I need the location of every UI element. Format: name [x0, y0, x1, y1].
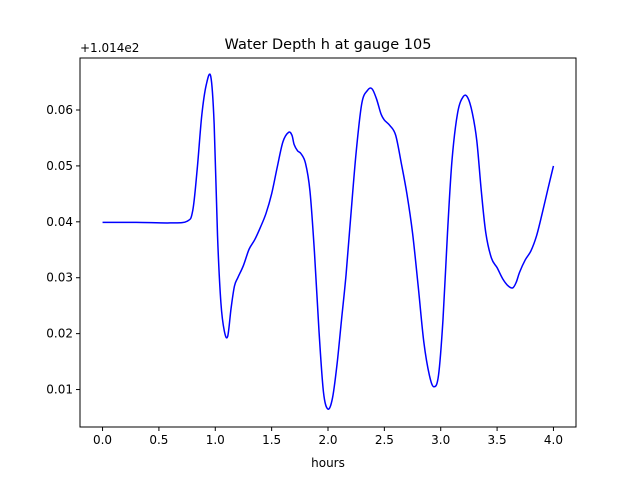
- y-axis-ticks: 0.01 0.02 0.03 0.04 0.05 0.06: [46, 103, 80, 397]
- x-tick-label: 0.5: [149, 433, 168, 447]
- x-tick-label: 2.0: [318, 433, 337, 447]
- y-tick-label: 0.05: [46, 159, 73, 173]
- x-tick-label: 0.0: [93, 433, 112, 447]
- x-axis-label: hours: [311, 456, 345, 470]
- chart-title: Water Depth h at gauge 105: [225, 37, 432, 53]
- y-tick-label: 0.04: [46, 215, 73, 229]
- x-tick-label: 3.5: [488, 433, 507, 447]
- x-tick-label: 3.0: [431, 433, 450, 447]
- plot-layer: [102, 73, 555, 410]
- y-tick-label: 0.06: [46, 103, 73, 117]
- x-tick-label: 2.5: [375, 433, 394, 447]
- y-tick-label: 0.01: [46, 383, 73, 397]
- y-tick-label: 0.02: [46, 327, 73, 341]
- x-tick-label: 1.0: [206, 433, 225, 447]
- x-axis-ticks: 0.0 0.5 1.0 1.5 2.0 2.5 3.0 3.5 4.0: [93, 427, 563, 447]
- x-tick-label: 4.0: [544, 433, 563, 447]
- x-tick-label: 1.5: [262, 433, 281, 447]
- y-tick-label: 0.03: [46, 271, 73, 285]
- y-offset-label: +1.014e2: [80, 41, 139, 55]
- series-line-0: [102, 73, 555, 410]
